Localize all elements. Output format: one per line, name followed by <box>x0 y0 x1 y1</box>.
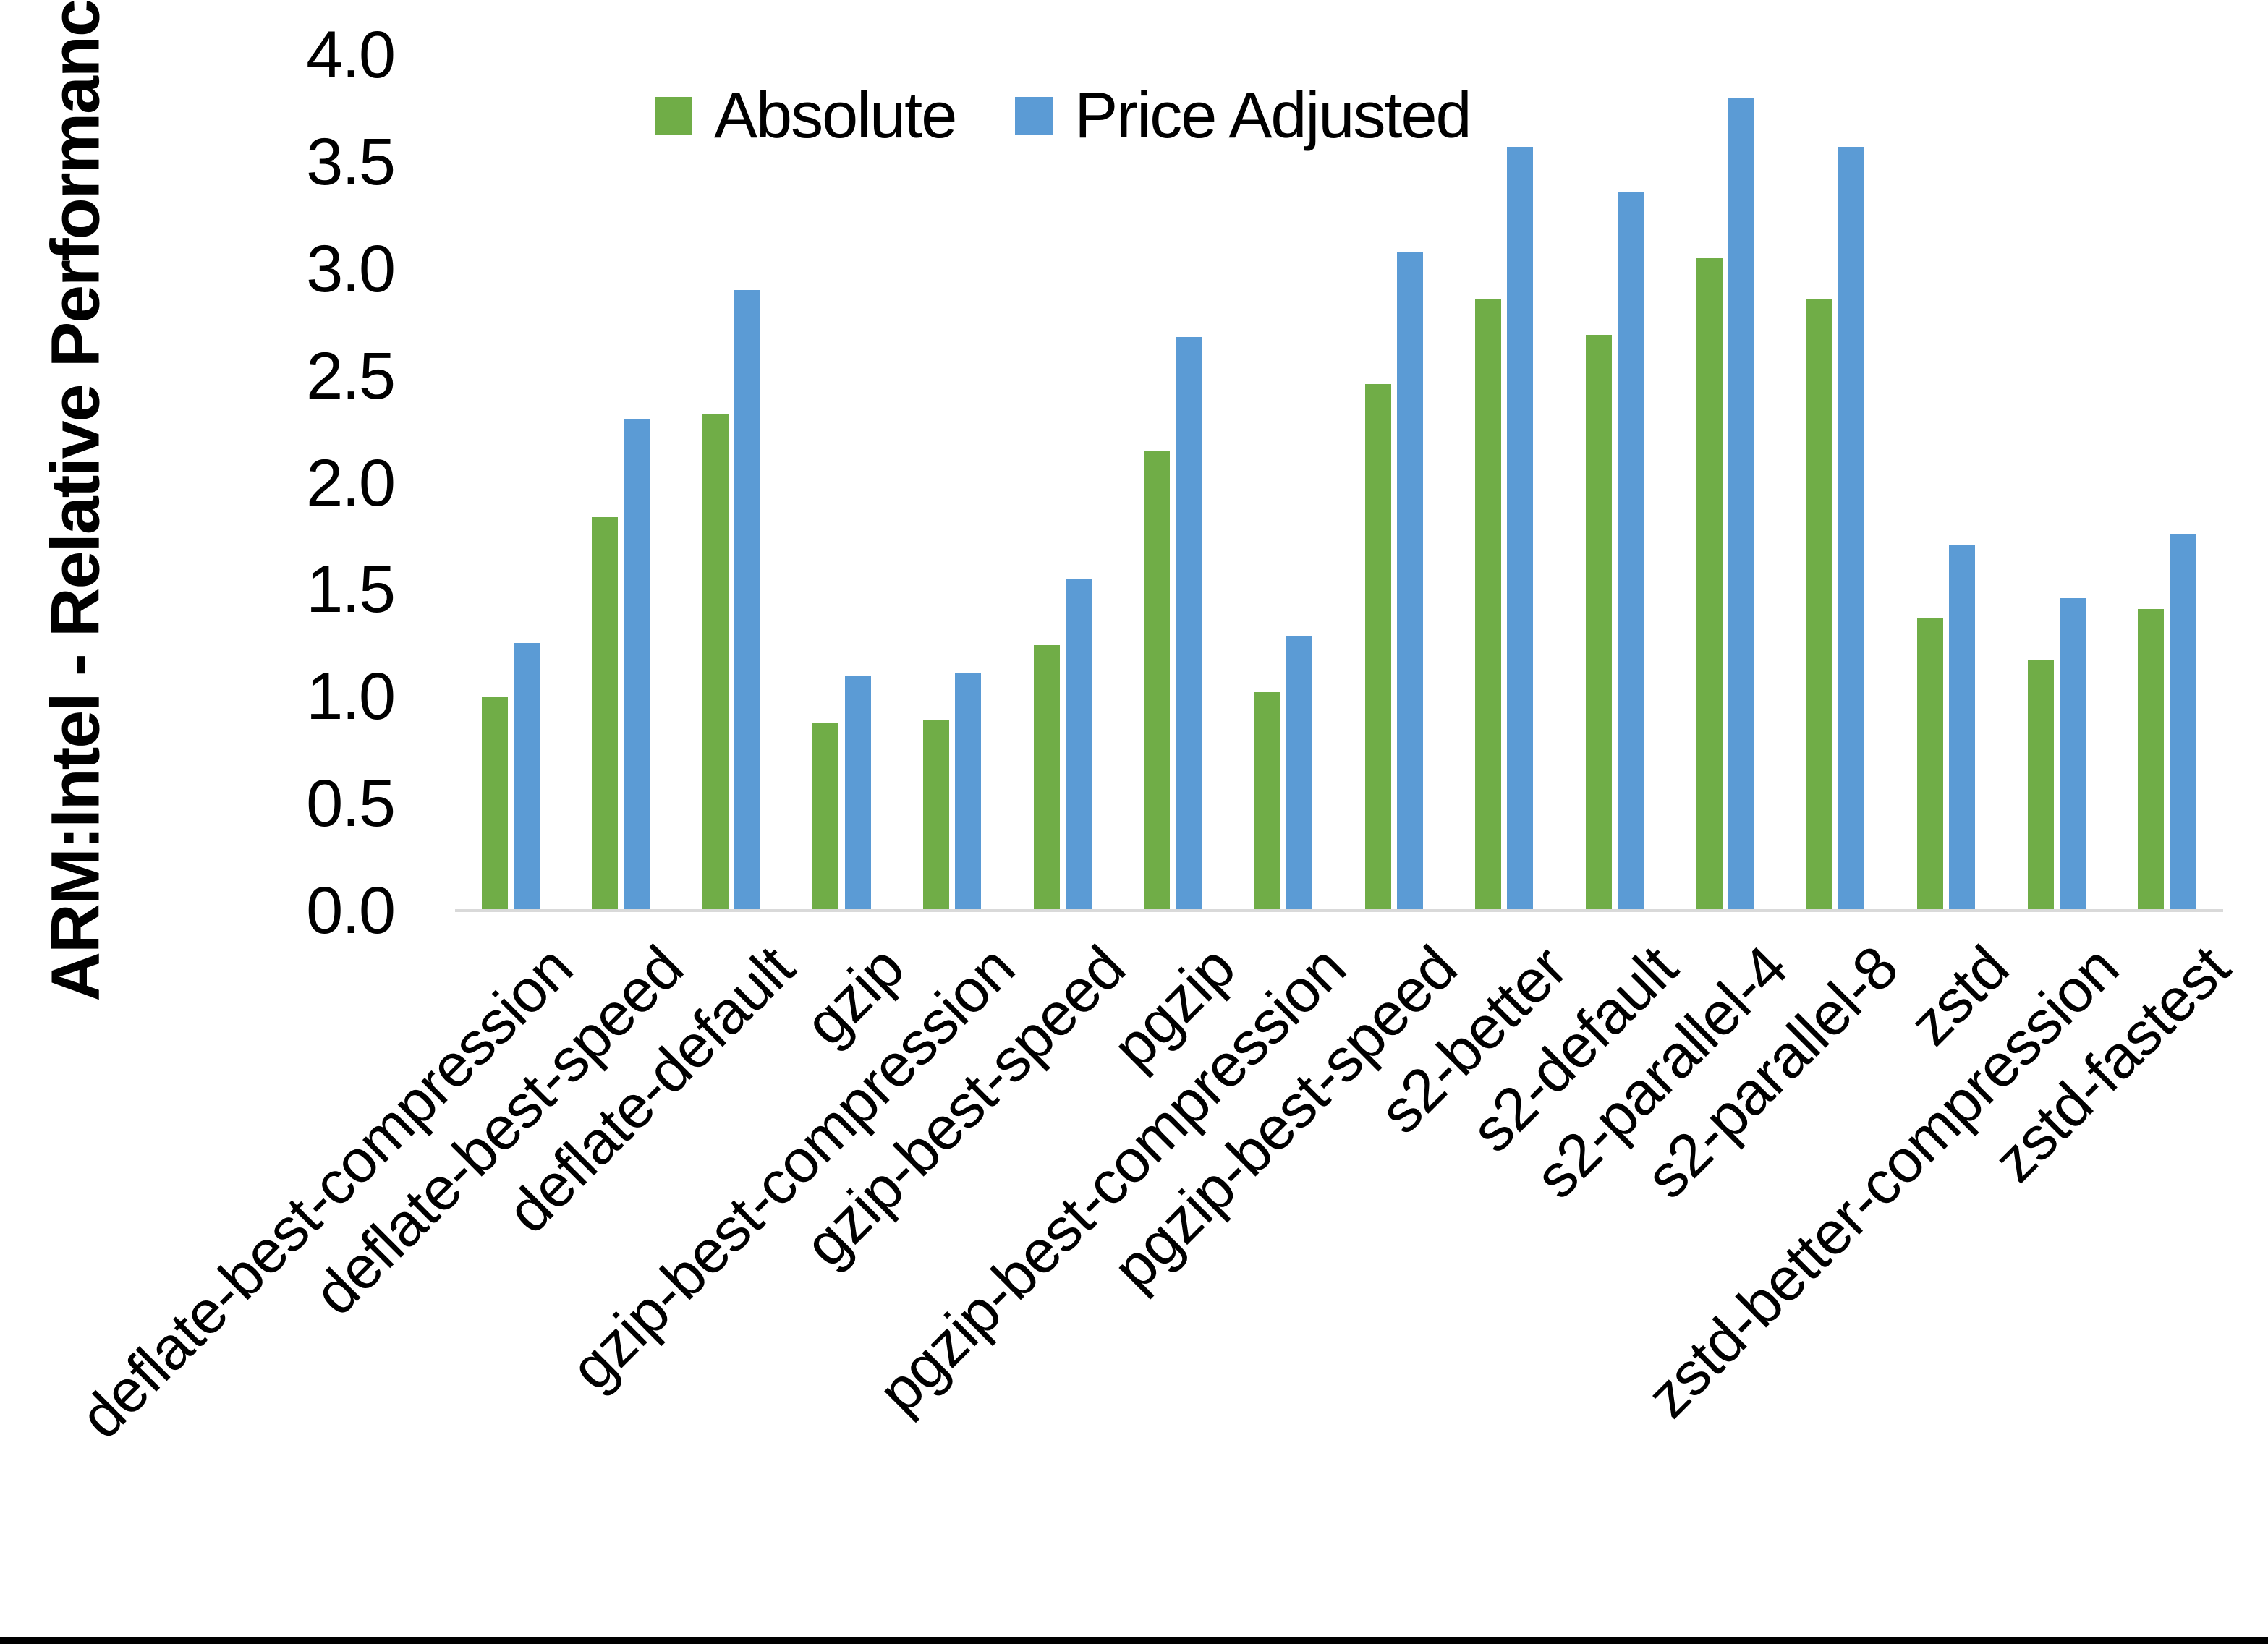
bar-absolute-pgzip-best-speed <box>1365 384 1391 911</box>
y-tick-label: 2.0 <box>306 446 396 520</box>
y-tick-label: 0.0 <box>306 874 396 947</box>
bar-absolute-pgzip <box>1144 451 1170 911</box>
bar-price-adjusted-deflate-best-compression <box>514 643 540 911</box>
legend-item-absolute: Absolute <box>655 79 957 153</box>
y-tick-label: 1.0 <box>306 660 396 733</box>
legend-swatch-price-adjusted <box>1015 97 1053 135</box>
bar-absolute-gzip-best-speed <box>1034 645 1060 911</box>
y-axis-title: ARM:Intel - Relative Performance <box>37 0 114 1002</box>
bar-price-adjusted-zstd-better-compression <box>2060 598 2086 911</box>
bar-absolute-s2-better <box>1475 299 1501 911</box>
legend-label-absolute: Absolute <box>714 79 957 152</box>
bar-price-adjusted-pgzip-best-compression <box>1286 636 1312 911</box>
bar-price-adjusted-pgzip-best-speed <box>1397 252 1423 911</box>
bar-absolute-zstd-better-compression <box>2028 660 2054 911</box>
bar-absolute-gzip <box>812 723 838 911</box>
bar-absolute-pgzip-best-compression <box>1254 692 1280 911</box>
bar-absolute-deflate-best-compression <box>482 697 508 911</box>
bar-price-adjusted-s2-parallel-8 <box>1838 147 1864 911</box>
bar-absolute-deflate-best-speed <box>592 517 618 911</box>
legend-swatch-absolute <box>655 97 692 135</box>
bar-absolute-gzip-best-compression <box>923 720 949 911</box>
bar-price-adjusted-zstd-fastest <box>2170 534 2196 911</box>
bar-absolute-s2-parallel-8 <box>1806 299 1832 911</box>
bottom-edge-bar <box>0 1637 2268 1644</box>
x-axis-baseline <box>455 909 2223 912</box>
bar-absolute-zstd <box>1917 618 1943 911</box>
y-tick-label: 0.5 <box>306 767 396 840</box>
bar-price-adjusted-s2-parallel-4 <box>1728 98 1754 911</box>
y-tick-label: 4.0 <box>306 18 396 92</box>
y-tick-label: 3.5 <box>306 125 396 199</box>
bar-price-adjusted-gzip <box>845 676 871 911</box>
bar-absolute-s2-default <box>1586 335 1612 911</box>
bar-price-adjusted-deflate-default <box>734 290 760 911</box>
bar-absolute-s2-parallel-4 <box>1696 258 1723 911</box>
bar-price-adjusted-gzip-best-speed <box>1066 579 1092 911</box>
bar-absolute-deflate-default <box>702 414 729 911</box>
bar-price-adjusted-s2-default <box>1618 192 1644 911</box>
legend-label-price-adjusted: Price Adjusted <box>1074 79 1471 152</box>
bar-price-adjusted-zstd <box>1949 545 1975 911</box>
y-tick-label: 3.0 <box>306 232 396 306</box>
legend-item-price-adjusted: Price Adjusted <box>1015 79 1472 153</box>
bar-price-adjusted-gzip-best-compression <box>955 673 981 911</box>
y-tick-label: 1.5 <box>306 553 396 626</box>
bar-absolute-zstd-fastest <box>2138 609 2164 911</box>
bar-price-adjusted-deflate-best-speed <box>624 419 650 911</box>
y-tick-label: 2.5 <box>306 339 396 413</box>
bar-price-adjusted-pgzip <box>1176 337 1202 911</box>
bar-price-adjusted-s2-better <box>1507 147 1533 911</box>
legend: Absolute Price Adjusted <box>655 79 1472 153</box>
